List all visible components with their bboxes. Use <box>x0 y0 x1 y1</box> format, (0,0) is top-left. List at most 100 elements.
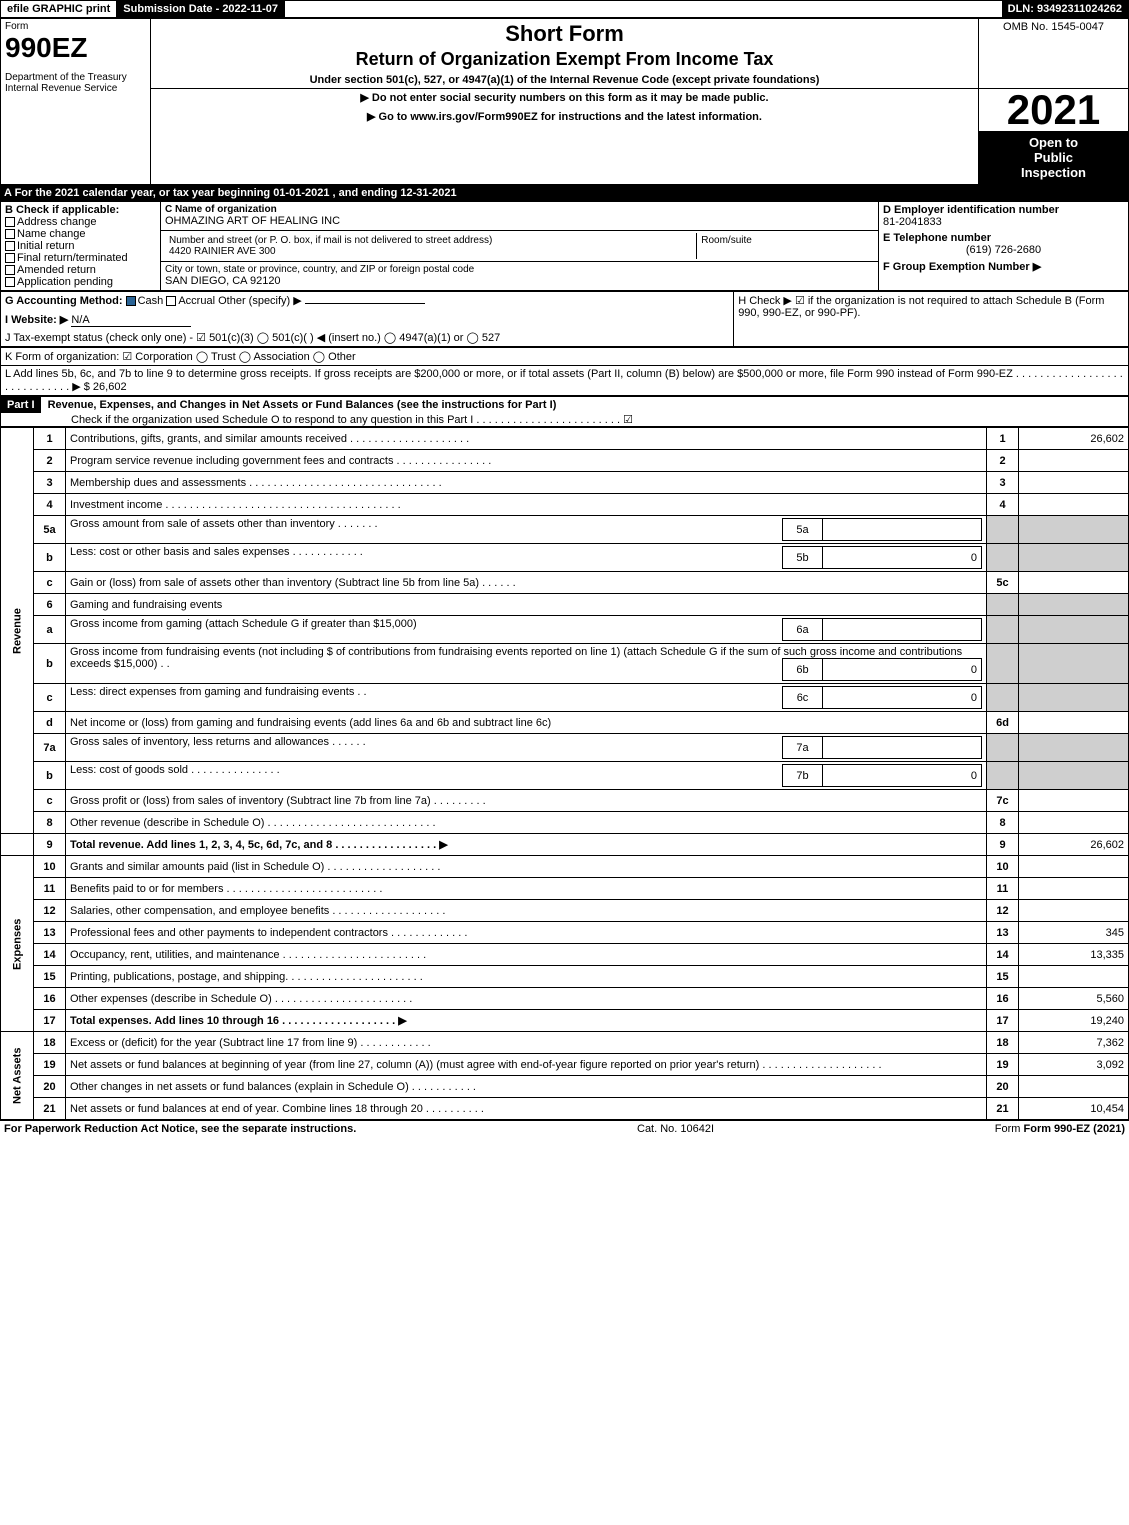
ln-19: 19 <box>34 1054 66 1076</box>
dept-label: Department of the Treasury <box>5 72 146 83</box>
lv-18: 7,362 <box>1019 1032 1129 1054</box>
submission-date: Submission Date - 2022-11-07 <box>117 1 285 17</box>
lr-20: 20 <box>987 1076 1019 1098</box>
lines-table: Revenue 1 Contributions, gifts, grants, … <box>0 427 1129 1120</box>
b-opt-2[interactable]: Initial return <box>5 240 156 252</box>
lt-21: Net assets or fund balances at end of ye… <box>66 1098 987 1120</box>
b-opt-4[interactable]: Amended return <box>5 264 156 276</box>
lr-6 <box>987 594 1019 616</box>
g-accrual-label: Accrual <box>178 295 215 307</box>
entity-table: B Check if applicable: Address change Na… <box>0 201 1129 291</box>
j-line: J Tax-exempt status (check only one) - ☑… <box>5 331 729 344</box>
lt-11: Benefits paid to or for members . . . . … <box>66 878 987 900</box>
b-opt-5[interactable]: Application pending <box>5 276 156 288</box>
b-opt-1-label: Name change <box>17 228 86 240</box>
website-value: N/A <box>71 314 191 327</box>
lr-12: 12 <box>987 900 1019 922</box>
g-cash-check[interactable] <box>126 296 136 306</box>
revenue-label: Revenue <box>1 428 34 834</box>
lv-7b <box>1019 762 1129 790</box>
lt-10: Grants and similar amounts paid (list in… <box>66 856 987 878</box>
lv-12 <box>1019 900 1129 922</box>
lr-17: 17 <box>987 1010 1019 1032</box>
lr-9: 9 <box>987 834 1019 856</box>
lv-13: 345 <box>1019 922 1129 944</box>
sub-6c: 6c <box>783 687 823 709</box>
ln-5b: b <box>34 544 66 572</box>
header-table: Form 990EZ Department of the Treasury In… <box>0 18 1129 185</box>
ln-13: 13 <box>34 922 66 944</box>
g-accrual-check[interactable] <box>166 296 176 306</box>
ln-5a: 5a <box>34 516 66 544</box>
ln-7c: c <box>34 790 66 812</box>
addr-label: Number and street (or P. O. box, if mail… <box>169 235 692 246</box>
b-label: B Check if applicable: <box>5 204 156 216</box>
lt-7c: Gross profit or (loss) from sales of inv… <box>66 790 987 812</box>
open-line2: Public <box>983 150 1124 165</box>
lv-2 <box>1019 450 1129 472</box>
ln-8: 8 <box>34 812 66 834</box>
sub-5b: 5b <box>783 547 823 569</box>
ghij-table: G Accounting Method: Cash Accrual Other … <box>0 291 1129 347</box>
lt-9: Total revenue. Add lines 1, 2, 3, 4, 5c,… <box>66 834 987 856</box>
dln-label: DLN: 93492311024262 <box>1002 1 1128 17</box>
form-number: 990EZ <box>5 32 146 64</box>
lt-5c: Gain or (loss) from sale of assets other… <box>66 572 987 594</box>
lv-4 <box>1019 494 1129 516</box>
subv-7a <box>823 737 982 759</box>
h-cell: H Check ▶ ☑ if the organization is not r… <box>734 292 1129 347</box>
b-opt-3[interactable]: Final return/terminated <box>5 252 156 264</box>
lr-21: 21 <box>987 1098 1019 1120</box>
lt-17: Total expenses. Add lines 10 through 16 … <box>66 1010 987 1032</box>
ln-6: 6 <box>34 594 66 616</box>
goto-link[interactable]: ▶ Go to www.irs.gov/Form990EZ for instru… <box>155 110 974 123</box>
tax-year: 2021 <box>979 89 1128 131</box>
lv-7c <box>1019 790 1129 812</box>
part1-check: Check if the organization used Schedule … <box>1 413 1128 426</box>
lr-6c <box>987 684 1019 712</box>
b-opt-2-label: Initial return <box>17 240 74 252</box>
open-to-public: Open to Public Inspection <box>979 131 1128 184</box>
lv-17: 19,240 <box>1019 1010 1129 1032</box>
def-cell: D Employer identification number 81-2041… <box>879 202 1129 291</box>
part1-bar: Part I <box>1 397 41 413</box>
footer-left: For Paperwork Reduction Act Notice, see … <box>4 1123 356 1135</box>
b-opt-0[interactable]: Address change <box>5 216 156 228</box>
lv-11 <box>1019 878 1129 900</box>
b-opt-1[interactable]: Name change <box>5 228 156 240</box>
c-addr-cell: Number and street (or P. O. box, if mail… <box>161 230 879 262</box>
lr-4: 4 <box>987 494 1019 516</box>
part1-header: Part I Revenue, Expenses, and Changes in… <box>0 396 1129 427</box>
g-other-input[interactable] <box>305 303 425 304</box>
g-cell: G Accounting Method: Cash Accrual Other … <box>1 292 734 347</box>
subtitle: Under section 501(c), 527, or 4947(a)(1)… <box>155 74 974 86</box>
ln-6c: c <box>34 684 66 712</box>
subv-6b: 0 <box>823 659 982 681</box>
lt-5a: Gross amount from sale of assets other t… <box>66 516 987 544</box>
instructions-cell: ▶ Do not enter social security numbers o… <box>151 89 979 185</box>
subv-7b: 0 <box>823 765 982 787</box>
lt-14: Occupancy, rent, utilities, and maintena… <box>66 944 987 966</box>
ln-15: 15 <box>34 966 66 988</box>
lt-5b-txt: Less: cost or other basis and sales expe… <box>70 546 363 558</box>
lr-7a <box>987 734 1019 762</box>
lt-6b: Gross income from fundraising events (no… <box>66 644 987 684</box>
lv-6a <box>1019 616 1129 644</box>
lt-6a-txt: Gross income from gaming (attach Schedul… <box>70 618 417 630</box>
efile-label[interactable]: efile GRAPHIC print <box>1 1 117 17</box>
subv-5a <box>823 519 982 541</box>
sub-6b: 6b <box>783 659 823 681</box>
lr-19: 19 <box>987 1054 1019 1076</box>
footer-right: Form Form 990-EZ (2021) <box>995 1123 1125 1135</box>
footer: For Paperwork Reduction Act Notice, see … <box>0 1120 1129 1137</box>
g-label: G Accounting Method: <box>5 295 123 307</box>
ln-5c: c <box>34 572 66 594</box>
ln-3: 3 <box>34 472 66 494</box>
sub-5a: 5a <box>783 519 823 541</box>
lr-13: 13 <box>987 922 1019 944</box>
subv-5b: 0 <box>823 547 982 569</box>
phone-value: (619) 726-2680 <box>883 244 1124 256</box>
lv-5b <box>1019 544 1129 572</box>
ln-6b: b <box>34 644 66 684</box>
d-label: D Employer identification number <box>883 204 1124 216</box>
